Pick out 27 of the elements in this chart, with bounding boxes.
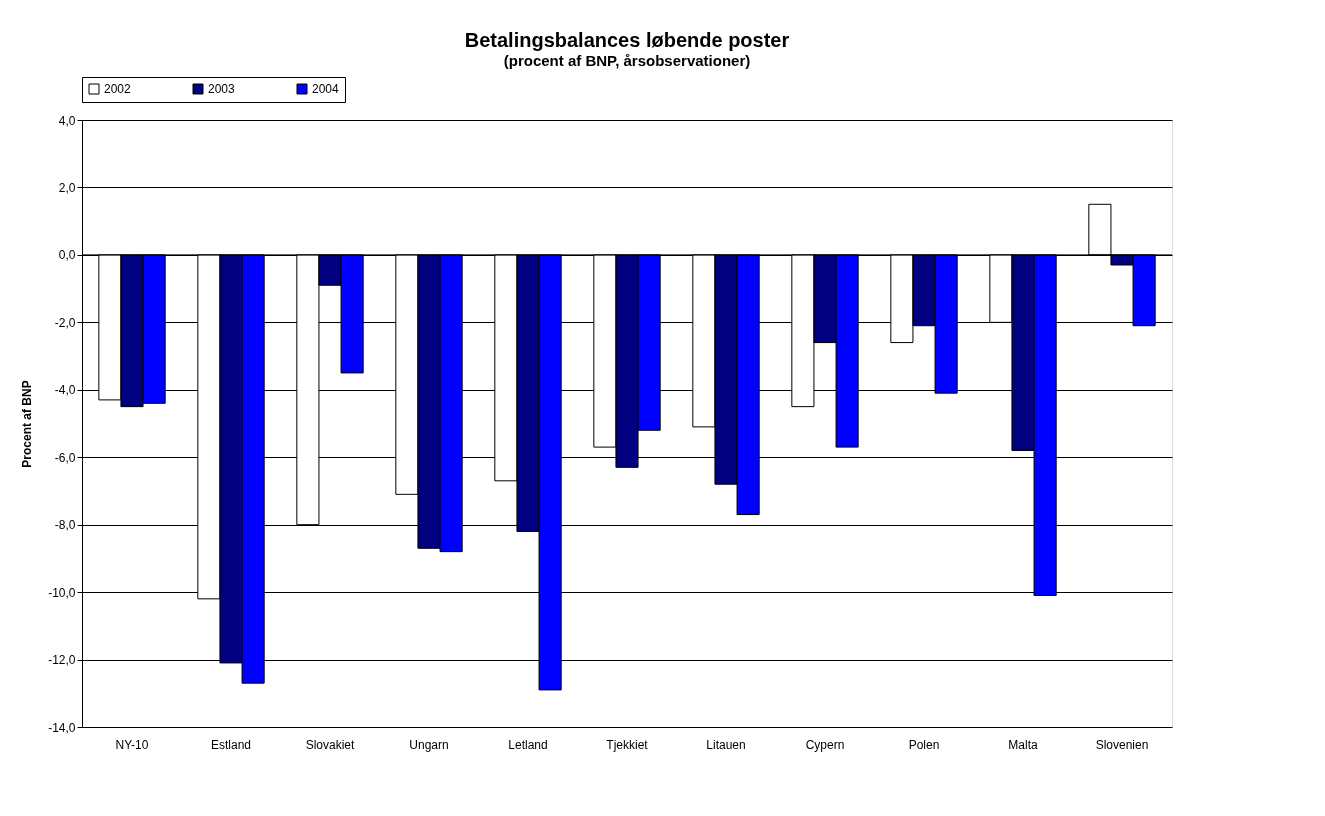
y-tick-label: -2,0	[54, 315, 76, 330]
x-tick-label: Estland	[210, 737, 252, 752]
y-tick-label: -14,0	[48, 720, 76, 735]
x-tick-label: Letland	[508, 737, 548, 752]
y-tick-label: -6,0	[54, 450, 76, 465]
y-tick-label: -4,0	[54, 383, 76, 398]
chart-title: Betalingsbalances løbende poster	[464, 28, 790, 51]
x-tick-label: Slovakiet	[305, 737, 355, 752]
legend-label: 2004	[312, 82, 340, 96]
y-tick-label: 0,0	[58, 248, 76, 263]
legend-label: 2003	[208, 82, 236, 96]
y-axis-title: Procent af BNP	[20, 380, 35, 468]
x-tick-label: Tjekkiet	[606, 737, 649, 752]
x-tick-label: Litauen	[706, 737, 746, 752]
x-tick-label: Cypern	[805, 737, 845, 752]
x-tick-label: Polen	[908, 737, 940, 752]
x-tick-label: Ungarn	[409, 737, 449, 752]
y-tick-label: 2,0	[58, 180, 76, 195]
y-tick-label: -10,0	[48, 585, 76, 600]
y-tick-label: 4,0	[58, 113, 76, 128]
legend-label: 2002	[104, 82, 132, 96]
x-tick-label: NY-10	[115, 737, 149, 752]
y-tick-label: -8,0	[54, 518, 76, 533]
x-tick-label: Slovenien	[1095, 737, 1149, 752]
x-tick-label: Malta	[1008, 737, 1038, 752]
y-tick-label: -12,0	[48, 653, 76, 668]
chart-subtitle: (procent af BNP, årsobservationer)	[503, 51, 751, 69]
